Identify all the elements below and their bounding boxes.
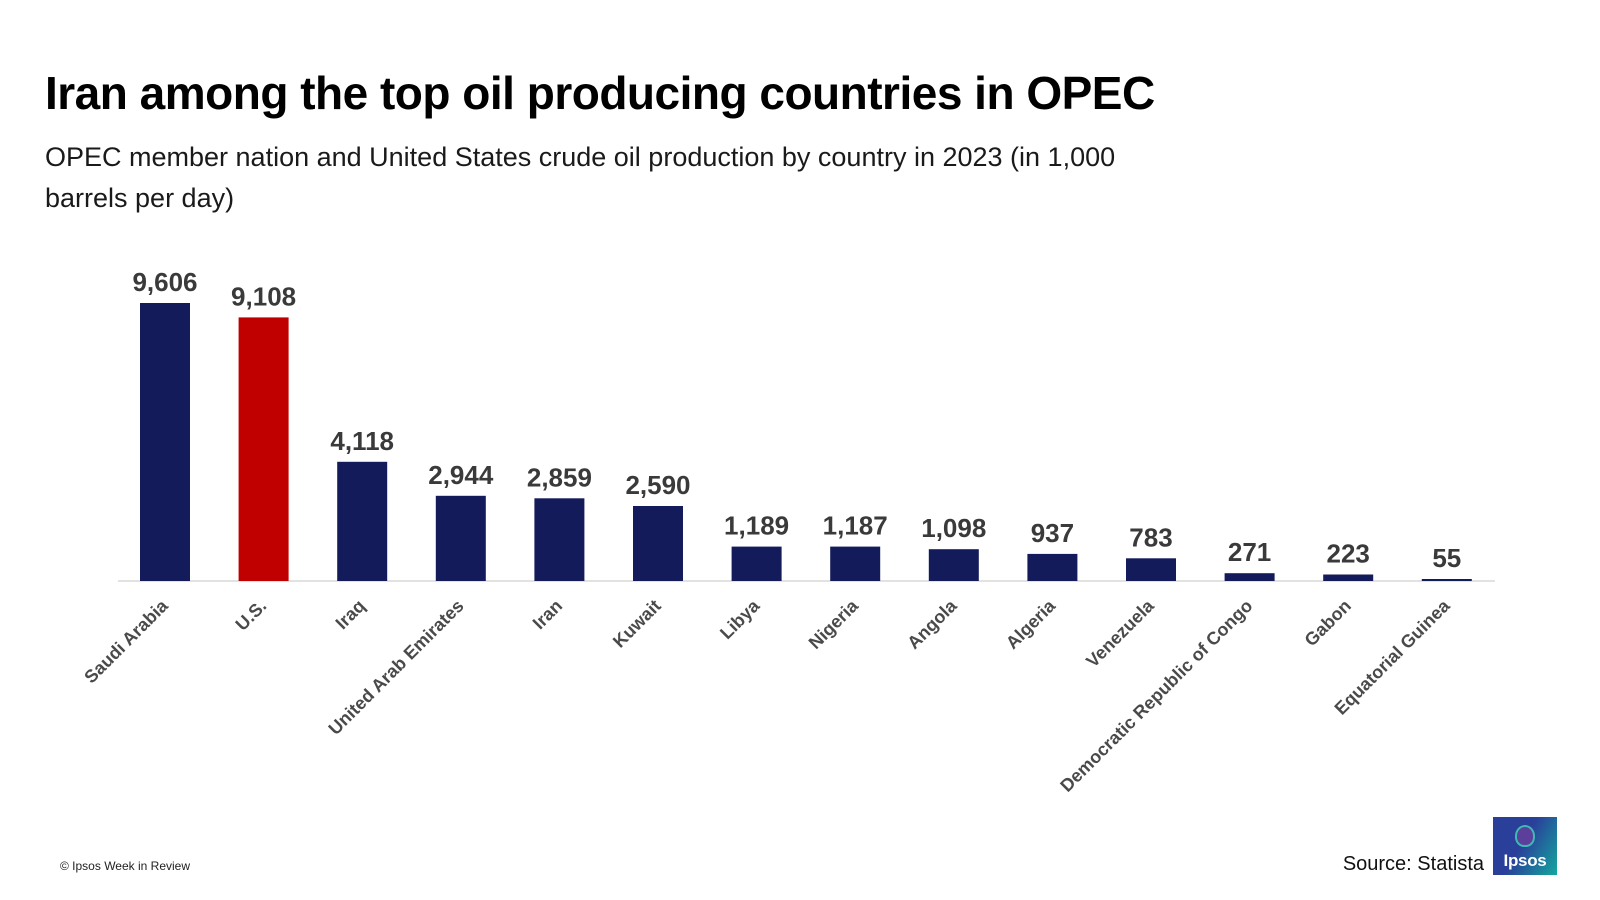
bar-value-label: 9,108 bbox=[231, 281, 296, 311]
bar bbox=[435, 495, 486, 581]
bar bbox=[1224, 573, 1275, 581]
ipsos-logo-mark-icon bbox=[1515, 825, 1535, 847]
category-label: Saudi Arabia bbox=[80, 595, 172, 687]
category-label: Iraq bbox=[332, 596, 369, 633]
value-labels-group: 9,606 9,108 4,118 2,944 2,859 2,590 1,189 1,187… bbox=[132, 267, 1461, 573]
bar bbox=[633, 506, 683, 581]
bar bbox=[1027, 553, 1078, 581]
ipsos-logo-text: Ipsos bbox=[1503, 851, 1547, 870]
category-label: Venezuela bbox=[1082, 595, 1158, 671]
category-label: Democratic Republic of Congo bbox=[1056, 596, 1256, 796]
bar-value-label: 9,606 bbox=[132, 267, 197, 297]
bar-value-label: 271 bbox=[1228, 537, 1271, 567]
bar bbox=[1126, 558, 1176, 581]
chart-title: Iran among the top oil producing countri… bbox=[45, 67, 1155, 119]
bar-value-label: 1,098 bbox=[921, 513, 986, 543]
bar-value-label: 1,189 bbox=[724, 511, 789, 541]
bar-value-label: 937 bbox=[1031, 518, 1074, 548]
bar-value-label: 1,187 bbox=[823, 511, 888, 541]
bar bbox=[928, 549, 979, 581]
bar bbox=[534, 498, 585, 581]
bar-value-label: 2,590 bbox=[625, 470, 690, 500]
category-label: U.S. bbox=[232, 596, 271, 635]
bar bbox=[731, 546, 782, 581]
bar bbox=[1323, 574, 1374, 581]
category-label: Iran bbox=[529, 596, 566, 633]
bar bbox=[1421, 579, 1472, 581]
category-label: Kuwait bbox=[609, 596, 665, 652]
bar bbox=[140, 303, 190, 581]
ipsos-logo: Ipsos bbox=[1493, 817, 1557, 875]
bars-group bbox=[140, 303, 1472, 581]
category-label: Angola bbox=[903, 595, 961, 653]
bar-value-label: 783 bbox=[1129, 522, 1172, 552]
bar-value-label: 223 bbox=[1327, 539, 1370, 569]
source-text: Source: Statista bbox=[1342, 853, 1484, 875]
bar-value-label: 4,118 bbox=[330, 426, 394, 456]
bar-value-label: 55 bbox=[1432, 543, 1461, 573]
bar-value-label: 2,944 bbox=[428, 460, 494, 490]
bar bbox=[238, 317, 289, 581]
copyright-text: © Ipsos Week in Review bbox=[60, 859, 191, 873]
chart-subtitle: OPEC member nation and United States cru… bbox=[45, 142, 1116, 213]
bar bbox=[830, 546, 881, 581]
bar bbox=[337, 461, 388, 581]
category-label: Algeria bbox=[1002, 595, 1060, 653]
category-label: Libya bbox=[716, 595, 764, 643]
category-label: Gabon bbox=[1301, 596, 1355, 650]
category-label: Nigeria bbox=[805, 595, 863, 653]
bar-value-label: 2,859 bbox=[527, 462, 592, 492]
